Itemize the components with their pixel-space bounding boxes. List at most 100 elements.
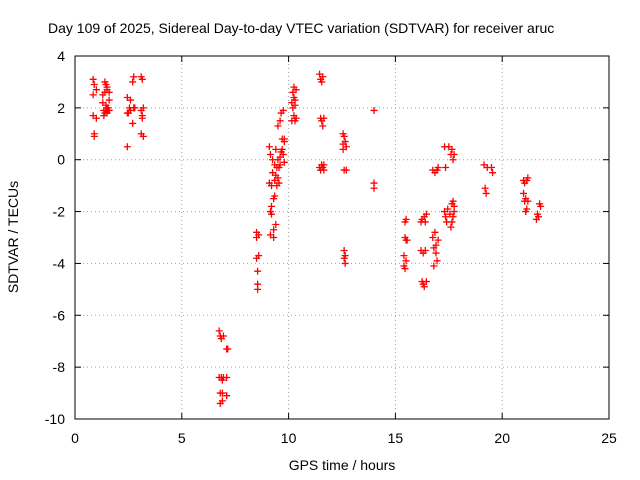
data-point <box>442 163 450 171</box>
data-point <box>431 228 439 236</box>
data-point <box>89 75 97 83</box>
data-point <box>370 184 378 192</box>
data-point <box>223 374 231 382</box>
axis-ticks <box>74 55 610 420</box>
plot-frame <box>74 55 610 420</box>
data-point <box>450 151 458 159</box>
data-point <box>422 278 430 286</box>
data-point <box>449 213 457 221</box>
data-point <box>430 262 438 270</box>
data-point <box>320 114 328 122</box>
data-point <box>342 143 350 151</box>
y-tick-label: 0 <box>57 152 65 168</box>
data-point <box>447 223 455 231</box>
y-tick-label: 2 <box>57 100 65 116</box>
data-point <box>254 267 262 275</box>
data-point <box>129 119 137 127</box>
data-point <box>292 114 300 122</box>
data-point <box>127 96 135 104</box>
data-point <box>291 101 299 109</box>
data-point <box>265 143 273 151</box>
data-point <box>219 332 227 340</box>
data-point <box>442 213 450 221</box>
data-point <box>524 174 532 182</box>
data-point <box>105 96 113 104</box>
data-point <box>421 218 429 226</box>
data-point <box>266 151 274 159</box>
y-tick-label: -10 <box>45 411 65 427</box>
x-tick-label: 0 <box>71 430 79 446</box>
data-point <box>218 397 226 405</box>
data-point <box>482 189 490 197</box>
data-point <box>489 169 497 177</box>
data-point <box>420 283 428 291</box>
data-point <box>139 104 147 112</box>
data-point <box>421 246 429 254</box>
data-point <box>105 106 113 114</box>
data-point <box>433 257 441 265</box>
data-point <box>274 174 282 182</box>
data-point <box>481 184 489 192</box>
y-tick-label: -2 <box>53 204 66 220</box>
data-point <box>92 114 100 122</box>
data-point <box>434 163 442 171</box>
chart-title: Day 109 of 2025, Sidereal Day-to-day VTE… <box>48 20 554 36</box>
data-point <box>318 78 326 86</box>
data-point <box>429 234 437 241</box>
data-point <box>401 265 409 273</box>
data-point <box>449 156 457 164</box>
x-tick-label: 15 <box>388 430 404 446</box>
data-point <box>270 234 278 241</box>
data-point <box>535 213 543 221</box>
data-point <box>370 106 378 114</box>
data-point <box>271 192 279 200</box>
data-point <box>255 231 263 239</box>
data-point <box>89 91 97 99</box>
data-point <box>268 210 276 218</box>
data-point <box>520 189 528 197</box>
data-point <box>402 215 410 223</box>
data-point <box>342 166 350 174</box>
data-point <box>276 161 284 169</box>
data-point <box>402 257 410 265</box>
data-points <box>89 70 545 407</box>
data-point <box>254 285 262 293</box>
data-point <box>444 205 452 213</box>
data-point <box>105 88 113 96</box>
data-point <box>218 389 226 397</box>
data-point <box>279 106 287 114</box>
data-point <box>341 252 349 260</box>
data-point <box>422 210 430 218</box>
data-point <box>292 86 300 94</box>
data-point <box>223 392 231 400</box>
y-tick-label: -4 <box>53 255 66 271</box>
data-point <box>341 138 349 146</box>
data-point <box>138 75 146 83</box>
data-point <box>255 252 263 260</box>
data-point <box>319 122 327 130</box>
data-point <box>90 81 98 89</box>
data-point <box>524 197 532 205</box>
data-point <box>432 249 440 257</box>
data-point <box>272 145 280 153</box>
data-point <box>340 246 348 254</box>
data-point <box>130 73 138 81</box>
x-tick-label: 20 <box>494 430 510 446</box>
y-axis-label: SDTVAR / TECUs <box>5 181 21 293</box>
data-point <box>403 236 411 244</box>
data-point <box>272 221 280 229</box>
x-tick-label: 25 <box>601 430 617 446</box>
data-point <box>131 104 139 112</box>
data-point <box>448 145 456 153</box>
data-point <box>139 132 147 140</box>
data-point <box>448 218 456 226</box>
data-point <box>537 202 545 210</box>
data-point <box>276 117 284 125</box>
data-point <box>274 122 282 130</box>
x-axis-label: GPS time / hours <box>289 457 396 473</box>
data-point <box>268 202 276 210</box>
x-tick-label: 10 <box>281 430 297 446</box>
data-point <box>280 158 288 166</box>
tick-labels: 0 5 10 15 20 25 -10 -8 -6 -4 -2 0 2 4 <box>45 48 617 446</box>
